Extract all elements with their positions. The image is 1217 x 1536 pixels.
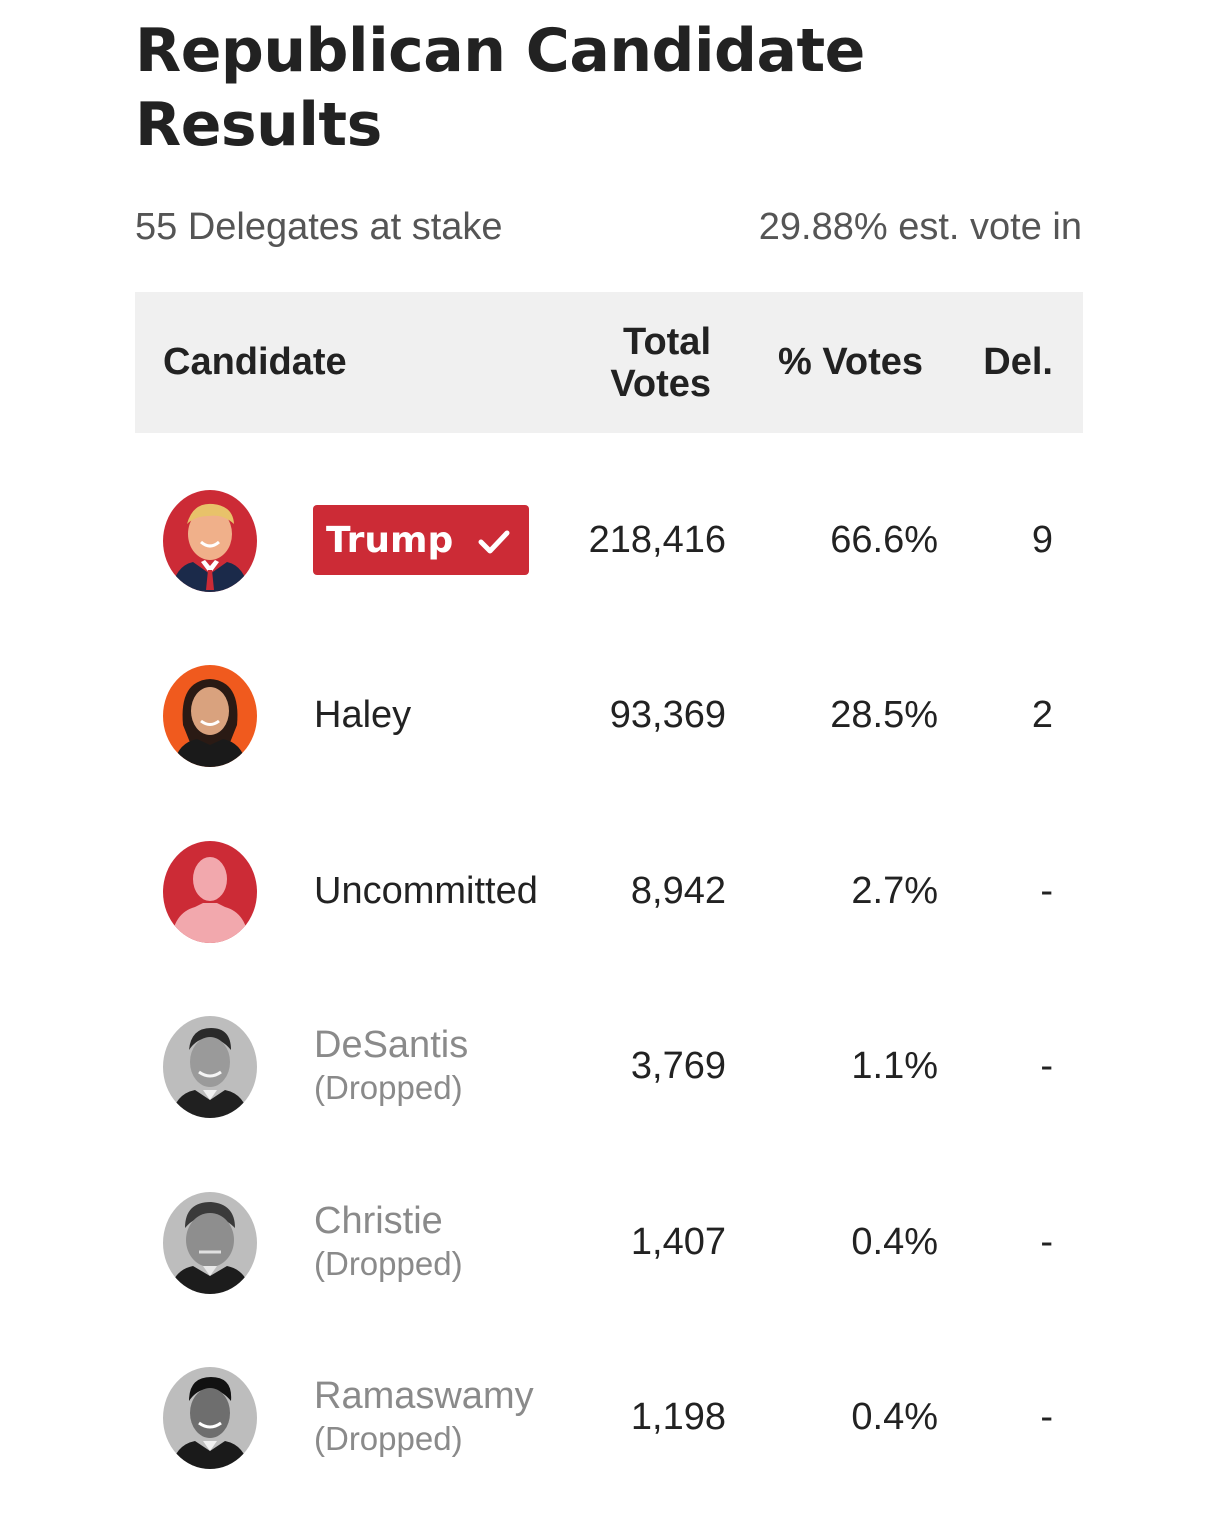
dropped-status: (Dropped): [314, 1420, 463, 1457]
header-pct-votes: % Votes: [777, 341, 923, 383]
candidate-row-christie[interactable]: Christie (Dropped) 1,407 0.4% -: [135, 1187, 1083, 1297]
candidate-row-desantis[interactable]: DeSantis (Dropped) 3,769 1.1% -: [135, 1011, 1083, 1121]
delegates: -: [1040, 1044, 1053, 1087]
header-total-votes-line2: Votes: [610, 363, 711, 405]
avatar-haley: [163, 665, 257, 767]
total-votes: 1,407: [630, 1220, 726, 1263]
total-votes: 8,942: [630, 869, 726, 912]
candidate-name-cell: Trump: [313, 485, 530, 595]
dropped-status: (Dropped): [314, 1069, 463, 1106]
candidate-row-uncommitted[interactable]: Uncommitted 8,942 2.7% -: [135, 836, 1083, 946]
candidate-name: DeSantis: [314, 1024, 469, 1066]
pct-votes: 0.4%: [851, 1220, 938, 1263]
candidate-name-cell: Uncommitted: [314, 836, 538, 946]
dropped-status: (Dropped): [314, 1245, 463, 1282]
candidate-row-ramaswamy[interactable]: Ramaswamy (Dropped) 1,198 0.4% -: [135, 1362, 1083, 1472]
total-votes: 1,198: [630, 1395, 726, 1438]
total-votes: 93,369: [609, 693, 726, 736]
avatar-ramaswamy: [163, 1367, 257, 1469]
delegates-at-stake: 55 Delegates at stake: [135, 206, 503, 248]
person-silhouette-icon: [163, 841, 257, 943]
avatar-christie: [163, 1192, 257, 1294]
candidate-row-haley[interactable]: Haley 93,369 28.5% 2: [135, 660, 1083, 770]
candidate-name: Christie: [314, 1200, 443, 1242]
candidate-name: Haley: [314, 694, 412, 736]
pct-votes: 0.4%: [851, 1395, 938, 1438]
delegates: -: [1040, 1395, 1053, 1438]
candidate-name: Ramaswamy: [314, 1375, 534, 1417]
candidate-name: Uncommitted: [314, 870, 538, 912]
checkmark-icon: [477, 525, 511, 555]
candidate-name: Trump: [326, 519, 454, 561]
total-votes: 3,769: [630, 1044, 726, 1087]
candidate-name-cell: Ramaswamy (Dropped): [314, 1362, 534, 1472]
pct-votes: 66.6%: [830, 518, 938, 561]
delegates: -: [1040, 1220, 1053, 1263]
page-title: Republican Candidate Results: [135, 16, 865, 160]
total-votes: 218,416: [588, 518, 726, 561]
header-candidate: Candidate: [163, 341, 347, 383]
header-total-votes-line1: Total: [623, 321, 711, 363]
candidate-name-cell: Christie (Dropped): [314, 1187, 463, 1297]
delegates: -: [1040, 869, 1053, 912]
pct-votes: 1.1%: [851, 1044, 938, 1087]
candidate-name-cell: DeSantis (Dropped): [314, 1011, 468, 1121]
avatar-trump: [163, 490, 257, 592]
est-vote-in: 29.88% est. vote in: [758, 206, 1082, 248]
candidate-row-trump[interactable]: Trump 218,416 66.6% 9: [135, 485, 1083, 595]
avatar-desantis: [163, 1016, 257, 1118]
results-table-header: Candidate Total Votes % Votes Del.: [135, 292, 1083, 433]
pct-votes: 2.7%: [851, 869, 938, 912]
header-delegates: Del.: [983, 341, 1053, 383]
header-total-votes: Total Votes: [551, 321, 711, 405]
delegates: 2: [1031, 693, 1053, 736]
candidate-name-cell: Haley: [314, 660, 411, 770]
pct-votes: 28.5%: [830, 693, 938, 736]
winner-badge: Trump: [313, 505, 530, 575]
delegates: 9: [1031, 518, 1053, 561]
